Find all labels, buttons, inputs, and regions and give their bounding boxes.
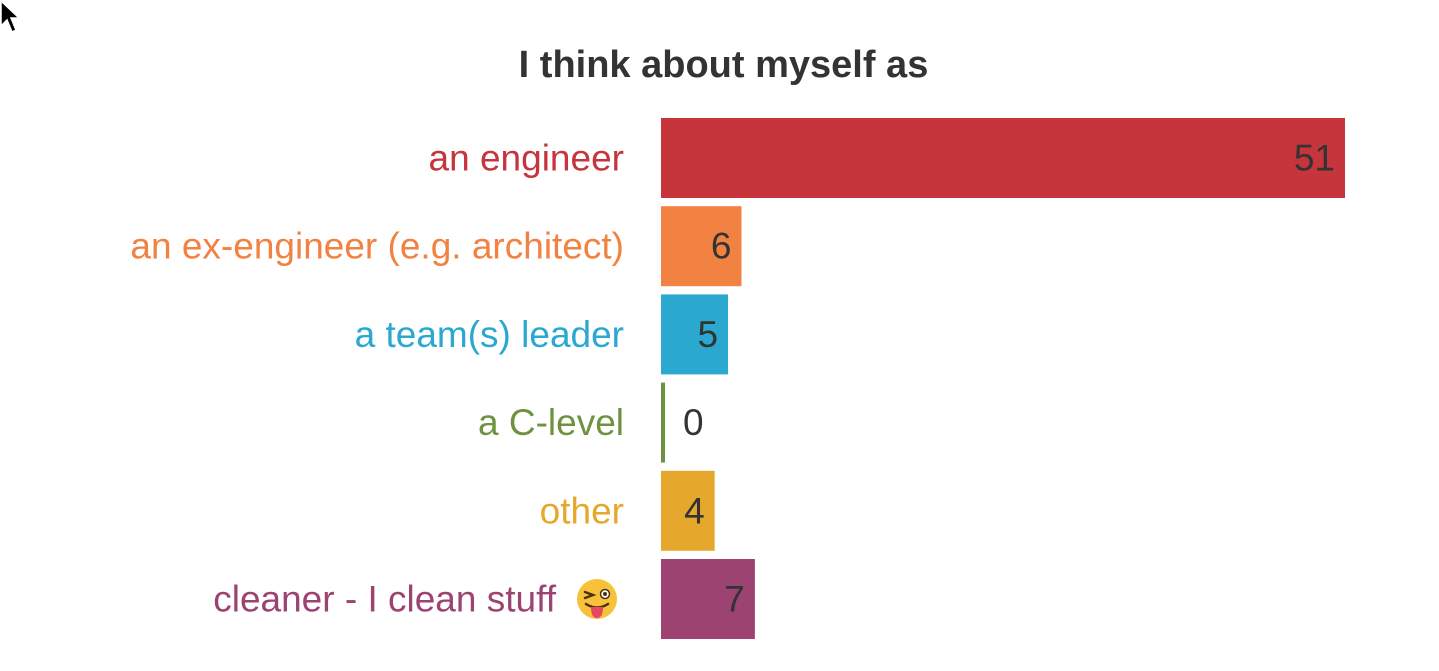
- category-label-5: cleaner - I clean stuff: [213, 579, 556, 620]
- bar-4: [661, 470, 715, 551]
- category-label-0: an engineer: [429, 138, 624, 179]
- category-label-1: an ex-engineer (e.g. architect): [130, 226, 624, 267]
- labels-layer: an engineer 51 an ex-engineer (e.g. archit…: [130, 138, 1335, 620]
- bar-5: [661, 559, 755, 639]
- bar-3: [661, 382, 665, 463]
- value-label-3: 0: [683, 402, 704, 443]
- bars-layer: [661, 118, 1345, 639]
- category-label-2: a team(s) leader: [355, 314, 624, 355]
- value-label-2: 5: [697, 314, 718, 355]
- winking-face-with-tongue-icon: [577, 579, 617, 619]
- mouse-pointer-icon: [0, 0, 21, 34]
- category-label-4: other: [540, 490, 624, 531]
- bar-2: [661, 294, 729, 375]
- category-label-3: a C-level: [478, 402, 624, 443]
- value-label-5: 7: [724, 579, 745, 620]
- bar-0: [661, 118, 1345, 198]
- bar-1: [661, 206, 742, 287]
- value-label-4: 4: [684, 490, 705, 531]
- value-label-0: 51: [1294, 138, 1335, 179]
- value-label-1: 6: [711, 226, 732, 267]
- chart-title: I think about myself as: [518, 44, 929, 86]
